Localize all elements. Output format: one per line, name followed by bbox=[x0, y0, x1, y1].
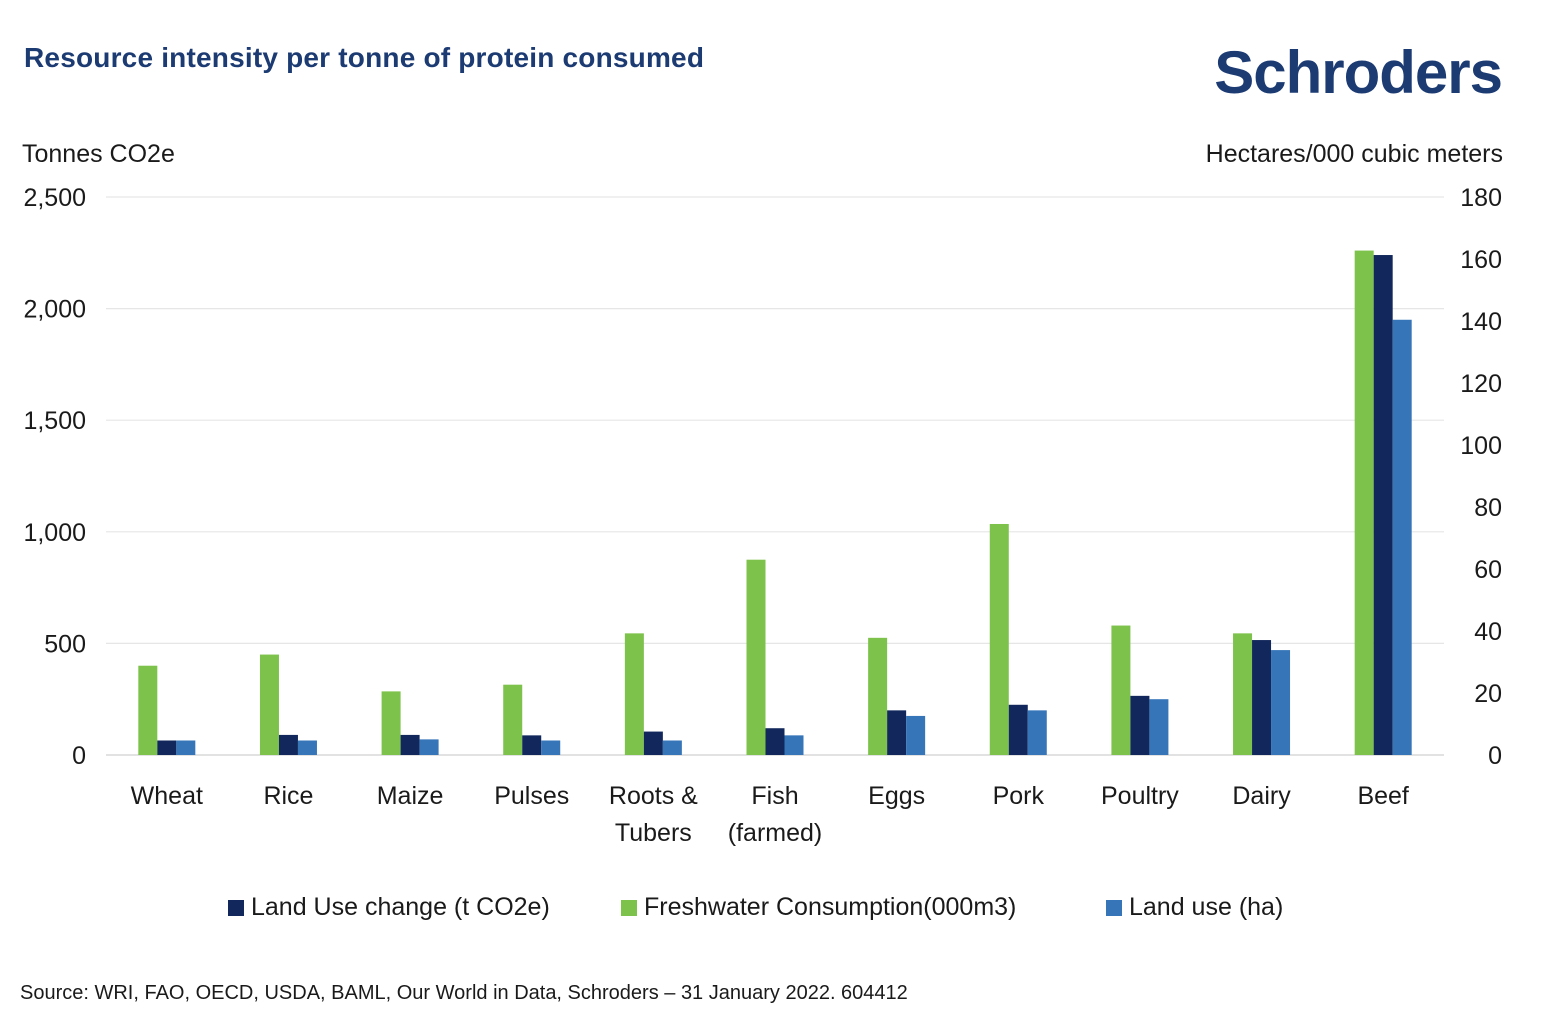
bar-freshwater bbox=[1233, 633, 1253, 755]
legend-swatch-land-use bbox=[1106, 899, 1122, 916]
bar-land-use-change bbox=[400, 734, 420, 755]
y-left-tick-label: 500 bbox=[44, 630, 86, 658]
source-note: Source: WRI, FAO, OECD, USDA, BAML, Our … bbox=[20, 982, 908, 1004]
bar-freshwater bbox=[1111, 625, 1131, 755]
chart-title: Resource intensity per tonne of protein … bbox=[24, 42, 705, 73]
x-tick-label: Tubers bbox=[615, 819, 692, 847]
y-right-tick-label: 100 bbox=[1460, 432, 1502, 460]
y-right-tick-label: 140 bbox=[1460, 308, 1502, 336]
bar-freshwater bbox=[1354, 250, 1374, 755]
bar-land-use bbox=[176, 740, 196, 755]
y-right-tick-label: 160 bbox=[1460, 246, 1502, 274]
x-tick-label: Rice bbox=[263, 782, 313, 810]
legend-swatch-land-use-change bbox=[228, 899, 244, 916]
y-right-tick-label: 80 bbox=[1474, 494, 1502, 522]
y-right-tick-label: 120 bbox=[1460, 370, 1502, 398]
bar-land-use-change bbox=[278, 734, 298, 755]
bar-land-use bbox=[1149, 699, 1169, 755]
x-tick-label: Fish bbox=[751, 782, 798, 810]
bar-land-use bbox=[297, 740, 317, 755]
x-tick-label: Dairy bbox=[1232, 782, 1291, 810]
y-right-axis-label: Hectares/000 cubic meters bbox=[1206, 140, 1503, 168]
y-left-tick-label: 1,500 bbox=[23, 407, 86, 435]
bar-land-use-change bbox=[765, 728, 785, 755]
x-tick-label: Wheat bbox=[131, 782, 203, 810]
bar-land-use bbox=[784, 735, 804, 755]
bar-land-use bbox=[906, 715, 926, 755]
bar-land-use-change bbox=[887, 710, 907, 755]
legend-item-freshwater: Freshwater Consumption(000m3) bbox=[621, 893, 1016, 922]
bar-freshwater bbox=[989, 523, 1009, 755]
bar-land-use-change bbox=[522, 735, 542, 755]
bars bbox=[138, 250, 1412, 756]
x-tick-label: (farmed) bbox=[728, 819, 822, 847]
bar-land-use-change bbox=[1008, 704, 1028, 755]
bar-land-use-change bbox=[1130, 695, 1150, 755]
bar-land-use-change bbox=[157, 740, 177, 755]
bar-freshwater bbox=[503, 684, 523, 755]
y-right-tick-label: 40 bbox=[1474, 618, 1502, 646]
legend-item-land-use-change: Land Use change (t CO2e) bbox=[228, 893, 550, 922]
legend-swatch-freshwater bbox=[621, 899, 637, 916]
y-right-tick-label: 20 bbox=[1474, 680, 1502, 708]
x-tick-label: Eggs bbox=[868, 782, 925, 810]
bar-land-use bbox=[419, 739, 439, 755]
y-left-tick-label: 0 bbox=[72, 742, 86, 770]
legend-label-land-use-change: Land Use change (t CO2e) bbox=[251, 893, 550, 921]
y-left-axis-label: Tonnes CO2e bbox=[22, 140, 175, 168]
x-tick-label: Pulses bbox=[494, 782, 569, 810]
y-left-tick-label: 1,000 bbox=[23, 519, 86, 547]
bar-freshwater bbox=[138, 665, 158, 755]
bar-freshwater bbox=[381, 691, 401, 755]
x-tick-label: Pork bbox=[993, 782, 1045, 810]
bar-freshwater bbox=[259, 654, 279, 755]
x-tick-label: Roots & bbox=[609, 782, 698, 810]
bar-land-use bbox=[541, 740, 561, 755]
bar-land-use bbox=[1392, 319, 1412, 755]
bar-freshwater bbox=[624, 633, 644, 755]
y-right-tick-label: 0 bbox=[1488, 742, 1502, 770]
x-tick-label: Poultry bbox=[1101, 782, 1179, 810]
y-right-tick-label: 60 bbox=[1474, 556, 1502, 584]
axes: 2,500 2,000 1,500 1,000 500 0 180 160 140 120 100 8… bbox=[22, 140, 1503, 847]
legend-label-freshwater: Freshwater Consumption(000m3) bbox=[644, 893, 1017, 921]
bar-land-use-change bbox=[1252, 640, 1272, 755]
schroders-logo: Schroders bbox=[1214, 39, 1503, 106]
x-tick-label: Beef bbox=[1357, 782, 1408, 810]
bar-freshwater bbox=[746, 559, 766, 755]
bar-freshwater bbox=[868, 637, 888, 755]
x-tick-label: Maize bbox=[377, 782, 444, 810]
bar-land-use bbox=[1271, 650, 1291, 755]
y-left-tick-label: 2,500 bbox=[23, 184, 86, 212]
legend-item-land-use: Land use (ha) bbox=[1106, 893, 1283, 922]
legend-label-land-use: Land use (ha) bbox=[1129, 893, 1284, 921]
bar-land-use-change bbox=[1373, 255, 1393, 756]
y-right-tick-label: 180 bbox=[1460, 184, 1502, 212]
bar-land-use-change bbox=[643, 731, 663, 755]
bar-land-use bbox=[1027, 710, 1047, 755]
bar-chart: 2,500 2,000 1,500 1,000 500 0 180 160 140 120 100 8… bbox=[22, 140, 1503, 847]
bar-land-use bbox=[662, 740, 682, 755]
y-left-tick-label: 2,000 bbox=[23, 296, 86, 324]
